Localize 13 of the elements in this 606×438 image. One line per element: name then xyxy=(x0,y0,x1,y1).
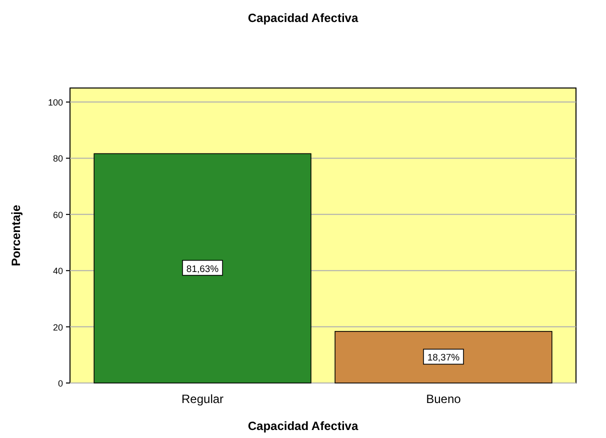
data-label: 18,37% xyxy=(427,352,460,364)
y-tick-label: 20 xyxy=(52,322,63,332)
y-tick-label: 60 xyxy=(52,210,63,220)
x-tick-label: Regular xyxy=(182,392,224,406)
x-axis-title: Capacidad Afectiva xyxy=(248,419,358,433)
y-tick-label: 100 xyxy=(48,98,63,108)
y-axis-title: Porcentaje xyxy=(9,204,23,266)
y-tick-label: 0 xyxy=(58,378,63,388)
data-label: 81,63% xyxy=(186,264,220,275)
chart-title: Capacidad Afectiva xyxy=(248,11,358,25)
y-tick-label: 40 xyxy=(52,266,63,276)
x-tick-label: Bueno xyxy=(426,392,462,406)
y-tick-label: 80 xyxy=(52,154,63,164)
